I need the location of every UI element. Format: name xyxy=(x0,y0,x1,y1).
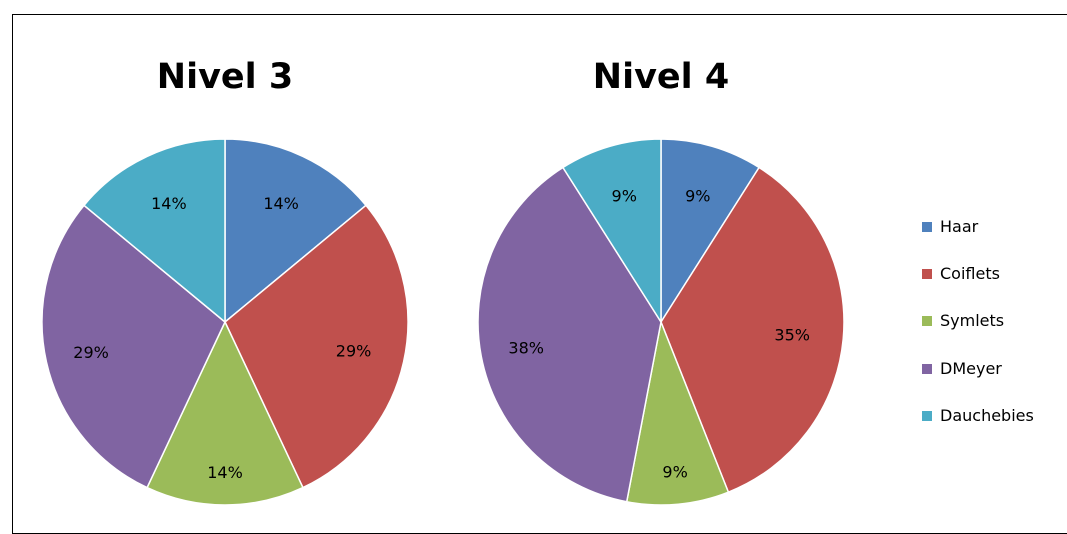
data-label-dauchebies: 14% xyxy=(151,194,187,213)
data-label-dauchebies: 9% xyxy=(612,186,637,205)
pie-slice-haar xyxy=(224,138,368,324)
pie-slice-dmeyer xyxy=(41,204,226,489)
pie-chart-nivel-4: Nivel 4 9% 35% 9% 38% 9% xyxy=(477,57,845,506)
data-label-dmeyer: 29% xyxy=(73,343,109,362)
data-label-dmeyer: 38% xyxy=(508,339,544,358)
legend-swatch-haar xyxy=(922,222,932,232)
legend-label-coiflets: Coiflets xyxy=(940,264,1000,283)
legend: Haar Coiflets Symlets DMeyer Dauchebies xyxy=(922,217,1034,425)
data-label-symlets: 9% xyxy=(662,462,687,481)
pie-slice-haar xyxy=(660,138,761,325)
legend-label-dmeyer: DMeyer xyxy=(940,359,1002,378)
pie-slice-coiflets xyxy=(660,166,845,494)
pie-slice-coiflets xyxy=(224,204,409,489)
legend-item-dauchebies: Dauchebies xyxy=(922,406,1034,425)
data-label-coiflets: 35% xyxy=(774,325,810,344)
chart-title-nivel-3: Nivel 3 xyxy=(157,57,293,97)
legend-label-symlets: Symlets xyxy=(940,311,1004,330)
legend-item-coiflets: Coiflets xyxy=(922,264,1000,283)
data-label-haar: 14% xyxy=(263,194,299,213)
chart-title-nivel-4: Nivel 4 xyxy=(593,57,729,97)
pie-slice-symlets xyxy=(146,320,304,506)
data-label-symlets: 14% xyxy=(207,463,243,482)
legend-item-dmeyer: DMeyer xyxy=(922,359,1002,378)
legend-swatch-symlets xyxy=(922,316,932,326)
legend-label-dauchebies: Dauchebies xyxy=(940,406,1034,425)
pie-slice-dauchebies xyxy=(561,138,662,325)
data-label-coiflets: 29% xyxy=(336,342,372,361)
legend-swatch-coiflets xyxy=(922,269,932,279)
pie-chart-nivel-3: Nivel 3 14% 29% 14% 29% 14% xyxy=(41,57,409,506)
legend-swatch-dmeyer xyxy=(922,364,932,374)
legend-swatch-dauchebies xyxy=(922,411,932,421)
legend-item-symlets: Symlets xyxy=(922,311,1004,330)
pie-slice-dauchebies xyxy=(82,138,226,324)
data-label-haar: 9% xyxy=(685,186,710,205)
pie-charts: Nivel 3 14% 29% 14% 29% 14% Nivel 4 9% 35% 9% 3… xyxy=(41,57,1034,506)
legend-label-haar: Haar xyxy=(940,217,979,236)
legend-item-haar: Haar xyxy=(922,217,979,236)
pie-slice-symlets xyxy=(625,319,730,506)
